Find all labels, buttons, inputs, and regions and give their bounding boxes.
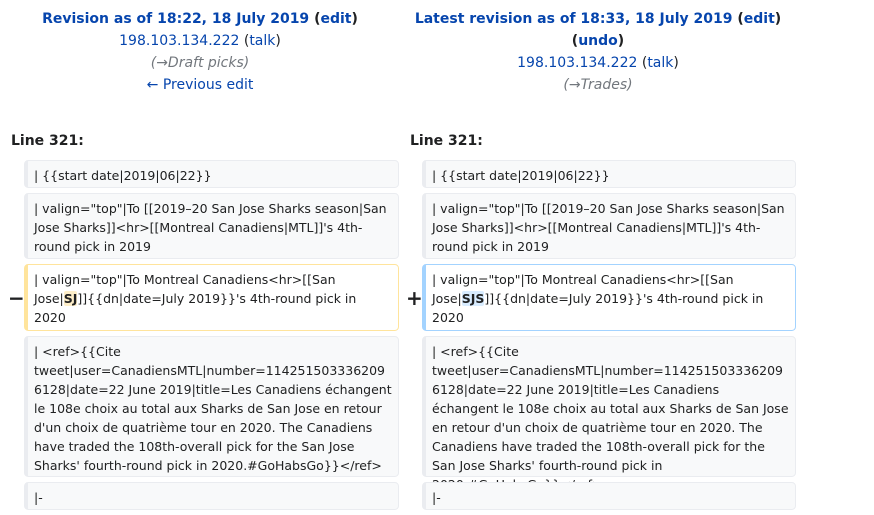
deleted-text-before: | valign="top"|To Montreal Canadiens<hr>… [34,272,336,306]
old-revision-link[interactable]: Revision as of 18:22, 18 July 2019 [42,11,310,27]
old-revision-header: Revision as of 18:22, 18 July 2019 (edit… [0,8,400,96]
undo-line: (undo) [571,33,625,49]
context-line-old: | {{start date|2019|06|22}} [24,160,399,188]
added-line: | valign="top"|To Montreal Canadiens<hr>… [422,264,796,331]
deleted-line: | valign="top"|To Montreal Canadiens<hr>… [24,264,399,331]
context-line-new: |- [422,482,796,510]
added-text-before: | valign="top"|To Montreal Canadiens<hr>… [432,272,734,306]
old-edit-link[interactable]: edit [320,11,352,27]
new-edit-link[interactable]: edit [743,11,775,27]
old-revision-title: Revision as of 18:22, 18 July 2019 (edit… [42,11,358,27]
undo-link[interactable]: undo [578,33,618,49]
context-line-new: | <ref>{{Cite tweet|user=CanadiensMTL|nu… [422,336,796,492]
new-user-link[interactable]: 198.103.134.222 [517,55,638,71]
new-line-number: Line 321: [410,133,483,149]
new-talk-link[interactable]: talk [647,55,674,71]
new-revision-header: Latest revision as of 18:33, 18 July 201… [398,8,798,96]
new-revision-user: 198.103.134.222 (talk) [517,55,679,71]
deleted-text-after: ]]{{dn|date=July 2019}}'s 4th-round pick… [34,291,357,325]
new-revision-link[interactable]: Latest revision as of 18:33, 18 July 201… [414,11,733,27]
new-revision-title: Latest revision as of 18:33, 18 July 201… [414,11,782,27]
old-line-number: Line 321: [11,133,84,149]
added-text-after: ]]{{dn|date=July 2019}}'s 4th-round pick… [432,291,764,325]
deleted-word: SJ [63,291,78,306]
context-line-new: | valign="top"|To [[2019–20 San Jose Sha… [422,193,796,259]
old-edit-summary: (→Draft picks) [150,55,250,71]
old-talk-link[interactable]: talk [249,33,276,49]
old-revision-user: 198.103.134.222 (talk) [119,33,281,49]
context-line-old: | <ref>{{Cite tweet|user=CanadiensMTL|nu… [24,336,399,477]
context-line-new: | {{start date|2019|06|22}} [422,160,796,188]
old-user-link[interactable]: 198.103.134.222 [119,33,240,49]
added-word: SJS [461,291,485,306]
context-line-old: |- [24,482,399,510]
added-line-marker: + [406,286,423,310]
deleted-line-marker: − [8,286,25,310]
context-line-old: | valign="top"|To [[2019–20 San Jose Sha… [24,193,399,259]
previous-edit-link[interactable]: ← Previous edit [146,77,254,93]
new-edit-summary: (→Trades) [563,77,633,93]
